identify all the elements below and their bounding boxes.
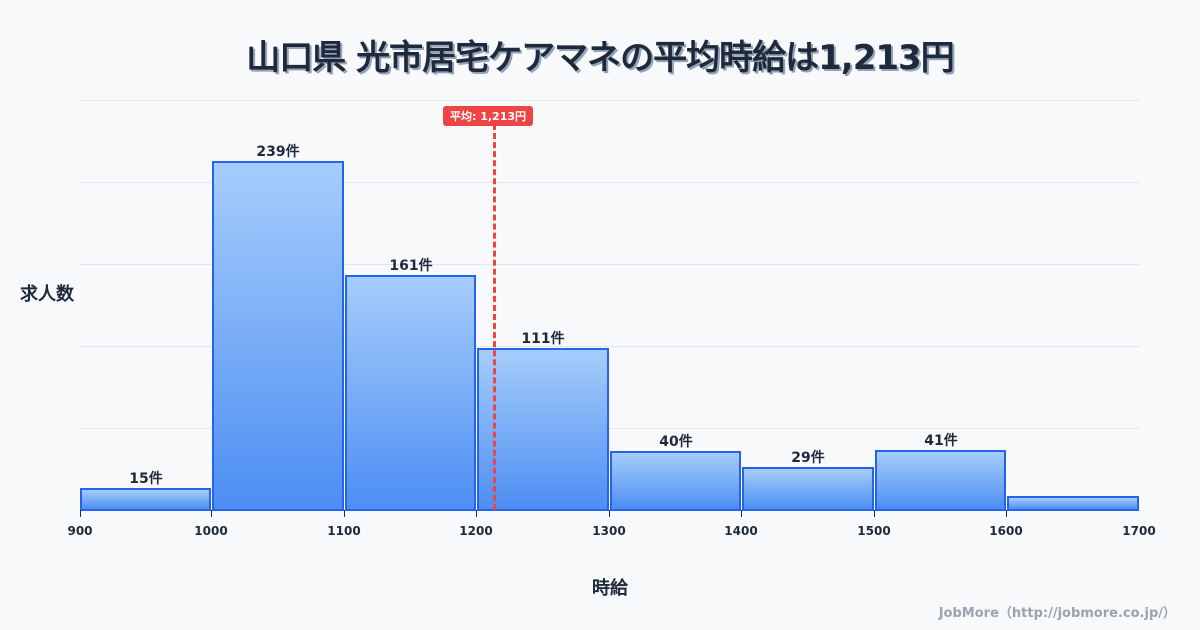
x-tick-label: 1700 <box>1122 524 1156 538</box>
bar-value-label: 239件 <box>256 144 300 160</box>
gridline <box>80 264 1140 265</box>
mean-badge: 平均: 1,213円 <box>443 106 534 126</box>
x-tick <box>211 510 212 517</box>
histogram-bar[interactable] <box>742 467 874 511</box>
gridline <box>80 428 1140 429</box>
bar-value-label: 15件 <box>129 471 163 487</box>
bar-value-label: 41件 <box>924 433 958 449</box>
histogram-bar[interactable] <box>345 275 476 511</box>
bar-value-label: 40件 <box>659 434 693 450</box>
gridline <box>80 100 1140 101</box>
x-tick-label: 1000 <box>194 524 228 538</box>
x-tick-label: 1200 <box>459 524 493 538</box>
x-tick <box>476 510 477 517</box>
x-tick-label: 1500 <box>857 524 891 538</box>
histogram-bar[interactable] <box>875 450 1006 511</box>
x-tick <box>344 510 345 517</box>
source-credit: JobMore（http://jobmore.co.jp/） <box>938 606 1176 621</box>
x-tick-label: 900 <box>67 524 93 538</box>
x-tick-label: 1600 <box>989 524 1023 538</box>
x-axis-label: 時給 <box>592 578 628 599</box>
chart-title: 山口県 光市居宅ケアマネの平均時給は1,213円 <box>246 38 954 78</box>
histogram-bar[interactable] <box>610 451 741 511</box>
histogram-bar[interactable] <box>212 161 344 511</box>
x-tick <box>741 510 742 517</box>
x-tick-label: 1100 <box>327 524 361 538</box>
bar-value-label: 111件 <box>521 331 565 347</box>
x-tick-label: 1400 <box>724 524 758 538</box>
x-tick <box>80 510 81 517</box>
x-tick <box>1006 510 1007 517</box>
histogram-bar[interactable] <box>80 488 211 511</box>
histogram-bar[interactable] <box>477 348 609 511</box>
gridline <box>80 346 1140 347</box>
histogram-bar[interactable] <box>1007 496 1139 511</box>
x-tick-label: 1300 <box>592 524 626 538</box>
bar-value-label: 161件 <box>389 258 433 274</box>
x-tick <box>874 510 875 517</box>
gridline <box>80 182 1140 183</box>
bar-value-label: 29件 <box>791 450 825 466</box>
y-axis-label: 求人数 <box>20 284 74 305</box>
x-tick <box>609 510 610 517</box>
mean-line <box>493 124 496 510</box>
